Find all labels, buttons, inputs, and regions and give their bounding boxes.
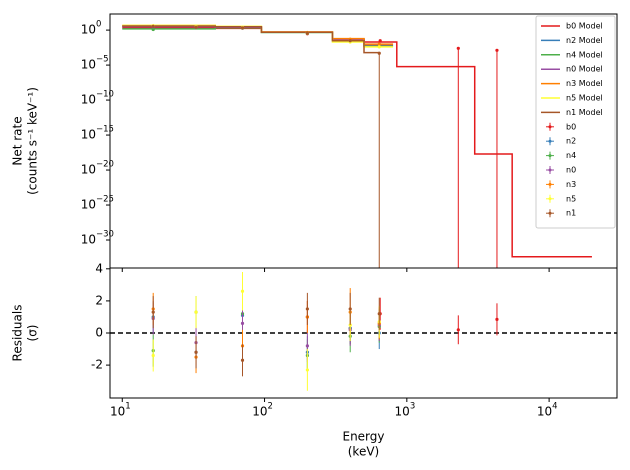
y-tick-label: 10 bbox=[81, 58, 96, 72]
legend-label: n5 Model bbox=[566, 94, 603, 103]
y-tick-exponent: −25 bbox=[96, 195, 114, 205]
legend-label: n1 bbox=[566, 209, 576, 218]
y-tick-label: 10 bbox=[81, 128, 96, 142]
legend-label: n2 Model bbox=[566, 36, 603, 45]
y-tick-label: 10 bbox=[81, 233, 96, 247]
data-point bbox=[377, 45, 381, 49]
axes-frame bbox=[109, 267, 618, 399]
y-tick-label: 4 bbox=[95, 261, 103, 275]
data-point bbox=[348, 39, 352, 43]
data-point bbox=[194, 25, 198, 29]
legend-swatch bbox=[548, 125, 552, 129]
residual-point bbox=[305, 307, 309, 311]
residual-point bbox=[240, 289, 245, 293]
y-tick-label: 10 bbox=[81, 163, 96, 177]
residual-point bbox=[305, 344, 309, 348]
y-tick-label: 0 bbox=[95, 326, 103, 340]
legend-swatch bbox=[548, 211, 552, 215]
y-tick-exponent: −10 bbox=[96, 90, 114, 100]
data-point bbox=[377, 51, 381, 55]
legend-label: n3 bbox=[566, 180, 576, 189]
y-tick-label: 10 bbox=[81, 23, 96, 37]
data-point bbox=[305, 31, 309, 35]
x-axis-label: (keV) bbox=[348, 445, 379, 459]
residual-point bbox=[456, 328, 460, 332]
y-tick-label: 2 bbox=[95, 293, 103, 307]
data-point bbox=[377, 42, 381, 46]
y-axis-label: (counts s⁻¹ keV⁻¹) bbox=[26, 87, 40, 195]
residual-point bbox=[240, 321, 245, 325]
plot-area bbox=[122, 24, 592, 268]
residual-point bbox=[194, 310, 198, 314]
residual-point bbox=[240, 358, 245, 362]
residual-point bbox=[348, 307, 352, 311]
legend-label: n3 Model bbox=[566, 79, 603, 88]
data-point bbox=[151, 24, 155, 28]
x-tick-exponent: 4 bbox=[552, 402, 557, 412]
data-point bbox=[456, 46, 460, 50]
residual-point bbox=[151, 310, 155, 314]
y-tick-label: 10 bbox=[81, 93, 96, 107]
residual-point bbox=[377, 312, 381, 316]
legend-label: n2 bbox=[566, 137, 576, 146]
legend-label: n0 bbox=[566, 166, 576, 175]
y-tick-exponent: −30 bbox=[96, 230, 114, 240]
legend-label: b0 bbox=[566, 122, 576, 131]
residual-point bbox=[151, 353, 155, 358]
data-point bbox=[378, 39, 382, 43]
x-tick-exponent: 2 bbox=[268, 402, 273, 412]
y-tick-exponent: −5 bbox=[96, 55, 109, 65]
y-axis-label: (σ) bbox=[26, 325, 40, 342]
y-axis-label: Net rate bbox=[11, 116, 25, 165]
residual-point bbox=[495, 317, 499, 321]
x-axis-label: Energy bbox=[342, 430, 384, 444]
legend-swatch bbox=[548, 139, 552, 143]
x-tick-exponent: 3 bbox=[410, 402, 415, 412]
legend-label: n4 Model bbox=[566, 50, 603, 59]
legend-label: n1 Model bbox=[566, 108, 603, 117]
residual-point bbox=[305, 368, 309, 372]
data-point bbox=[240, 26, 245, 30]
legend-swatch bbox=[548, 168, 552, 172]
x-tick-label: 10 bbox=[110, 405, 125, 419]
y-tick-exponent: 0 bbox=[96, 20, 101, 30]
data-point bbox=[495, 48, 499, 52]
legend-swatch bbox=[548, 197, 552, 201]
y-axis-label: Residuals bbox=[11, 305, 25, 362]
x-tick-label: 10 bbox=[537, 405, 552, 419]
x-tick-label: 10 bbox=[395, 405, 410, 419]
y-tick-exponent: −15 bbox=[96, 125, 114, 135]
legend-label: n5 bbox=[566, 194, 576, 203]
legend-label: b0 Model bbox=[566, 22, 603, 31]
legend-swatch bbox=[548, 154, 552, 158]
model-step bbox=[122, 25, 380, 54]
model-step bbox=[122, 26, 592, 258]
data-point bbox=[151, 27, 155, 32]
y-tick-exponent: −20 bbox=[96, 160, 114, 170]
y-tick-label: 10 bbox=[81, 198, 96, 212]
model-step bbox=[122, 26, 394, 47]
x-tick-label: 10 bbox=[252, 405, 267, 419]
legend-swatch bbox=[548, 182, 552, 186]
residual-point bbox=[194, 350, 198, 354]
legend-label: n4 bbox=[566, 151, 576, 160]
y-tick-label: -2 bbox=[91, 358, 103, 372]
legend-label: n0 Model bbox=[566, 65, 603, 74]
x-tick-exponent: 1 bbox=[125, 402, 130, 412]
